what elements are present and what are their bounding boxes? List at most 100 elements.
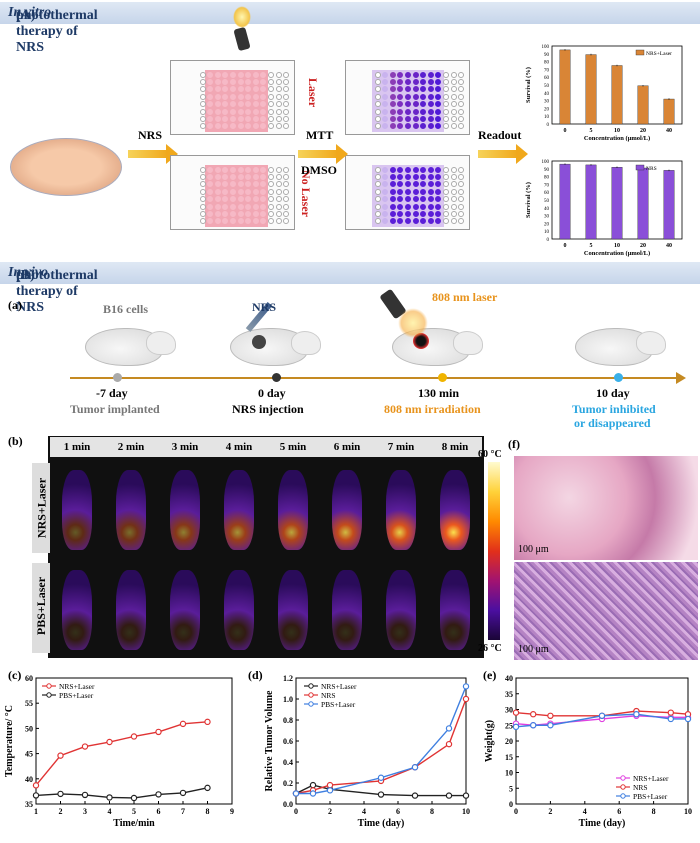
well (207, 203, 214, 210)
well (199, 123, 206, 130)
well (268, 196, 275, 203)
legend-label: NRS (321, 691, 336, 700)
timeline-arrowhead (676, 372, 686, 384)
well (268, 86, 275, 93)
well (374, 116, 381, 123)
well (420, 166, 427, 173)
x-tick-label: 0 (564, 243, 567, 249)
x-tick-label: 4 (108, 807, 112, 816)
well (420, 71, 427, 78)
y-tick-label: 20 (544, 107, 550, 112)
well (283, 196, 290, 203)
well (389, 71, 396, 78)
thermal-mouse-image (440, 470, 470, 550)
legend-label: PBS+Laser (633, 792, 668, 801)
timeline-dot-4 (614, 373, 623, 382)
well (427, 218, 434, 225)
panel-f-label: (f) (508, 437, 520, 451)
well (207, 116, 214, 123)
well (412, 196, 419, 203)
plot-frame (515, 677, 689, 805)
well (268, 188, 275, 195)
thermal-mouse-image (440, 570, 470, 650)
y-tick-label: 70 (544, 68, 550, 73)
y-tick-label: 1.0 (283, 695, 293, 704)
well (397, 203, 404, 210)
well (443, 196, 450, 203)
y-tick-label: 25 (505, 721, 513, 730)
well (435, 123, 442, 130)
bar (637, 85, 649, 125)
well (382, 196, 389, 203)
well (245, 116, 252, 123)
well (252, 86, 259, 93)
data-point (462, 695, 470, 703)
well (397, 79, 404, 86)
y-tick-label: 30 (544, 100, 550, 105)
data-point (326, 787, 334, 794)
lamp-glow (233, 6, 251, 28)
well (458, 116, 465, 123)
section-a-title: In vitro (8, 5, 52, 20)
well (268, 108, 275, 115)
well (420, 108, 427, 115)
y-tick-label: 0.2 (283, 779, 293, 788)
well (268, 93, 275, 100)
y-tick-label: 0.8 (283, 716, 293, 725)
x-axis-label: Time/min (113, 818, 155, 829)
well (382, 108, 389, 115)
x-tick-label: 40 (666, 243, 672, 249)
well (458, 218, 465, 225)
y-tick-label: 50 (544, 199, 550, 204)
well (245, 166, 252, 173)
laser-label: Laser (306, 77, 321, 108)
well (450, 181, 457, 188)
thermal-mouse-image (332, 470, 362, 550)
y-tick-label: 100 (542, 160, 550, 165)
data-point (81, 791, 89, 799)
legend-swatch (635, 49, 645, 56)
well (268, 116, 275, 123)
well (214, 218, 221, 225)
well (214, 86, 221, 93)
data-point (667, 709, 674, 716)
well (374, 79, 381, 86)
well (389, 218, 396, 225)
well (427, 101, 434, 108)
well (214, 174, 221, 181)
tumor-volume-chart: 0.0 0.2 0.4 0.6 0.8 1.0 1.2 0 2 4 6 8 10 Time (day) Re… (264, 674, 470, 829)
well (252, 181, 259, 188)
well (443, 218, 450, 225)
legend-label: PBS+Laser (321, 700, 356, 709)
thermal-time-label: 1 min (50, 437, 104, 457)
well (382, 174, 389, 181)
histology-image-2 (514, 562, 698, 660)
well (222, 174, 229, 181)
tl-day-3: 130 min (418, 386, 460, 400)
well (260, 71, 267, 78)
data-point (106, 738, 113, 746)
x-axis-label: Concentration (μmol/L) (584, 135, 650, 142)
well (397, 196, 404, 203)
y-tick-label: 1.2 (283, 674, 293, 683)
data-point (179, 789, 187, 797)
thermal-mouse-image (116, 470, 146, 550)
thermal-mouse-image (224, 570, 254, 650)
well (405, 166, 412, 173)
y-tick-label: 40 (544, 207, 550, 212)
well (427, 211, 434, 218)
well (222, 203, 229, 210)
well (443, 188, 450, 195)
tl-caption-4: Tumor inhibited (572, 402, 656, 416)
thermal-time-label: 6 min (320, 437, 374, 457)
thermal-mouse-image (62, 470, 92, 550)
well (397, 123, 404, 130)
section-b-title: In vivo (8, 265, 49, 280)
x-tick-label: 4 (362, 807, 366, 816)
thermal-time-label: 3 min (158, 437, 212, 457)
well (199, 174, 206, 181)
well (283, 203, 290, 210)
data-point (512, 709, 520, 716)
weight-chart: 0 5 10 15 20 25 30 35 40 0 2 4 6 8 10 Time (day) Weight(… (484, 674, 692, 829)
thermal-time-label: 5 min (266, 437, 320, 457)
